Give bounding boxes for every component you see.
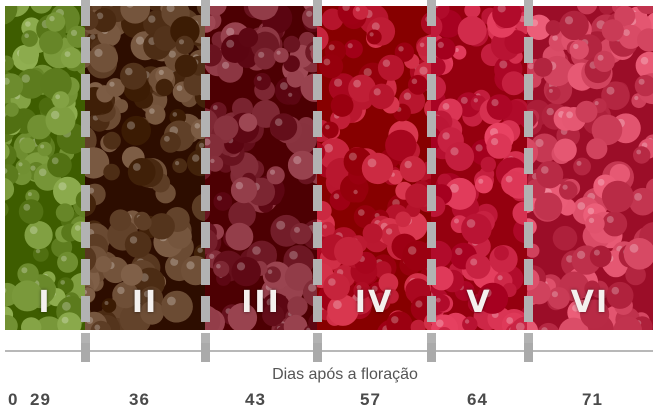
stage-6-label: VI	[570, 285, 610, 320]
stage-4: IV	[317, 6, 431, 330]
stage-1: I	[5, 6, 85, 330]
berry-texture	[5, 6, 85, 330]
day-label-4: 57	[360, 390, 381, 409]
stage-3: III	[205, 6, 317, 330]
day-label-3: 43	[245, 390, 266, 409]
divider-3	[313, 0, 322, 363]
berry-texture	[85, 6, 205, 330]
day-label-5: 64	[467, 390, 488, 409]
timeline-axis	[5, 350, 653, 352]
stage-6: VI	[527, 6, 653, 330]
divider-5	[524, 0, 533, 363]
day-label-1: 29	[30, 390, 51, 409]
axis-tick	[313, 343, 322, 362]
day-label-2: 36	[129, 390, 150, 409]
axis-tick	[524, 343, 533, 362]
day-label-6: 71	[582, 390, 603, 409]
stage-2-label: II	[131, 285, 159, 320]
axis-tick	[427, 343, 436, 362]
stage-5-label: V	[466, 285, 492, 320]
axis-start-label: 0	[8, 390, 19, 409]
stage-3-label: III	[241, 285, 281, 320]
divider-2	[201, 0, 210, 363]
berry-texture	[205, 6, 317, 330]
stage-5: V	[431, 6, 527, 330]
stage-1-label: I	[38, 285, 52, 320]
berry-texture	[317, 6, 431, 330]
berry-texture	[431, 6, 527, 330]
stage-4-label: IV	[354, 285, 394, 320]
axis-tick	[201, 343, 210, 362]
axis-title: Dias após a floração	[272, 366, 418, 383]
fruit-ripening-photo: I II III IV V VI	[5, 6, 653, 330]
stage-2: II	[85, 6, 205, 330]
divider-4	[427, 0, 436, 363]
berry-texture	[527, 6, 653, 330]
axis-tick	[81, 343, 90, 362]
divider-1	[81, 0, 90, 363]
